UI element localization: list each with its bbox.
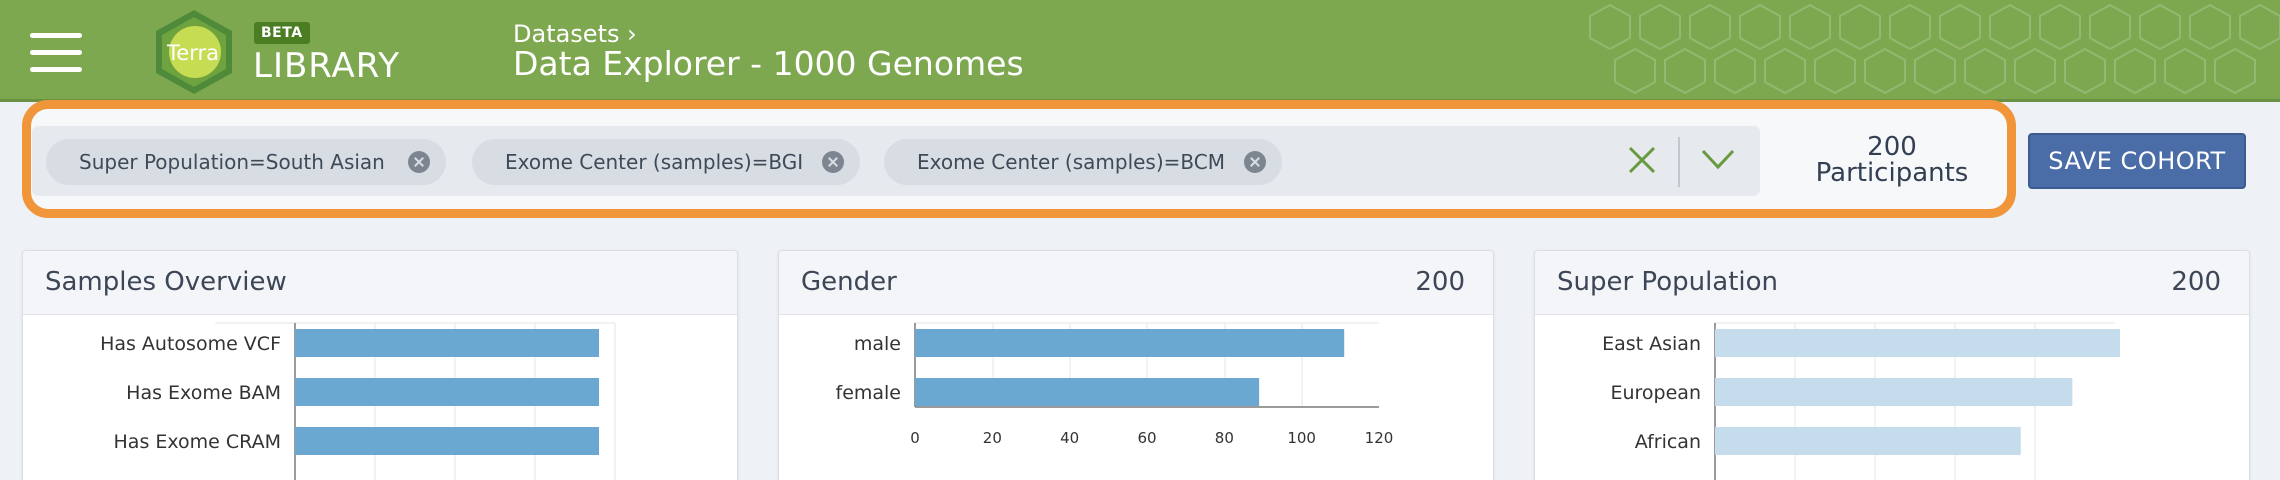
top-header: Terra BETA LIBRARY Datasets › Data Explo… (0, 0, 2280, 102)
bar-male[interactable] (915, 329, 1345, 357)
samples-overview-card: Samples Overview Has Autosome VCF Has Exo… (22, 250, 738, 480)
bar-label-has-exome-cram: Has Exome CRAM (114, 431, 281, 453)
beta-badge: BETA (254, 22, 310, 44)
bar-east-asian[interactable] (1715, 329, 2120, 357)
super-population-card: Super Population 200 East Asian European A… (1534, 250, 2250, 480)
menu-hamburger-icon[interactable] (30, 33, 82, 73)
gender-x-ticks: 0 20 40 60 80 100 120 (910, 429, 1393, 447)
population-bars: East Asian European African (1602, 329, 2120, 455)
bar-has-exome-cram[interactable] (295, 427, 599, 455)
card-title: Samples Overview (45, 267, 287, 297)
x-tick-label: 0 (910, 429, 920, 447)
bar-label-african: African (1635, 431, 1701, 453)
bar-label-female: female (836, 382, 902, 404)
gender-bars: male female (836, 329, 1345, 406)
bar-label-male: male (854, 333, 901, 355)
x-tick-label: 40 (1060, 429, 1079, 447)
filter-chip-label: Super Population=South Asian (79, 150, 385, 174)
bar-label-has-exome-bam: Has Exome BAM (126, 382, 281, 404)
card-count: 200 (1415, 267, 1465, 297)
card-header: Super Population 200 (1535, 251, 2249, 315)
library-label[interactable]: LIBRARY (253, 46, 401, 86)
filter-divider (1678, 137, 1680, 187)
x-tick-label: 60 (1137, 429, 1156, 447)
bar-label-european: European (1610, 382, 1701, 404)
x-tick-label: 20 (983, 429, 1002, 447)
samples-chart: Has Autosome VCF Has Exome BAM Has Exome C… (100, 322, 616, 480)
gender-chart: male female 0 20 40 60 80 100 120 (836, 322, 1393, 447)
filter-chip-label: Exome Center (samples)=BCM (917, 150, 1225, 174)
bar-has-autosome-vcf[interactable] (295, 329, 599, 357)
bar-female[interactable] (915, 378, 1260, 406)
participant-count: 200 Participants (1780, 134, 2004, 186)
gender-card: Gender 200 male female 0 20 40 60 80 100 120 (778, 250, 1494, 480)
filter-chip-exome-center-bcm[interactable]: Exome Center (samples)=BCM (884, 139, 1282, 185)
bar-european[interactable] (1715, 378, 2073, 406)
card-title: Gender (801, 267, 897, 297)
card-title: Super Population (1557, 267, 1779, 297)
hex-pattern-decoration (1589, 3, 2280, 95)
x-tick-label: 80 (1215, 429, 1234, 447)
participant-count-number: 200 (1867, 132, 1917, 162)
bar-label-east-asian: East Asian (1602, 333, 1701, 355)
remove-chip-icon[interactable] (408, 151, 430, 173)
filter-chip-label: Exome Center (samples)=BGI (505, 150, 804, 174)
card-header: Samples Overview (23, 251, 737, 315)
population-chart: East Asian European African (1602, 322, 2120, 480)
clear-all-icon[interactable] (1626, 144, 1658, 176)
bar-has-exome-bam[interactable] (295, 378, 599, 406)
logo-text: Terra (166, 41, 219, 65)
chevron-down-icon[interactable] (1700, 146, 1736, 172)
filter-chip-super-population[interactable]: Super Population=South Asian (46, 139, 446, 185)
bar-label-has-autosome-vcf: Has Autosome VCF (100, 333, 281, 355)
page-title: Data Explorer - 1000 Genomes (513, 44, 1024, 83)
participant-count-label: Participants (1815, 158, 1969, 188)
terra-logo[interactable]: Terra (152, 8, 236, 96)
filter-chip-exome-center-bgi[interactable]: Exome Center (samples)=BGI (472, 139, 860, 185)
save-cohort-button[interactable]: SAVE COHORT (2028, 133, 2246, 189)
x-tick-label: 100 (1287, 429, 1316, 447)
breadcrumb[interactable]: Datasets › (513, 20, 637, 48)
bar-african[interactable] (1715, 427, 2021, 455)
x-tick-label: 120 (1365, 429, 1394, 447)
card-count: 200 (2171, 267, 2221, 297)
remove-chip-icon[interactable] (1244, 151, 1266, 173)
samples-bars: Has Autosome VCF Has Exome BAM Has Exome C… (100, 329, 599, 455)
remove-chip-icon[interactable] (822, 151, 844, 173)
card-header: Gender 200 (779, 251, 1493, 315)
